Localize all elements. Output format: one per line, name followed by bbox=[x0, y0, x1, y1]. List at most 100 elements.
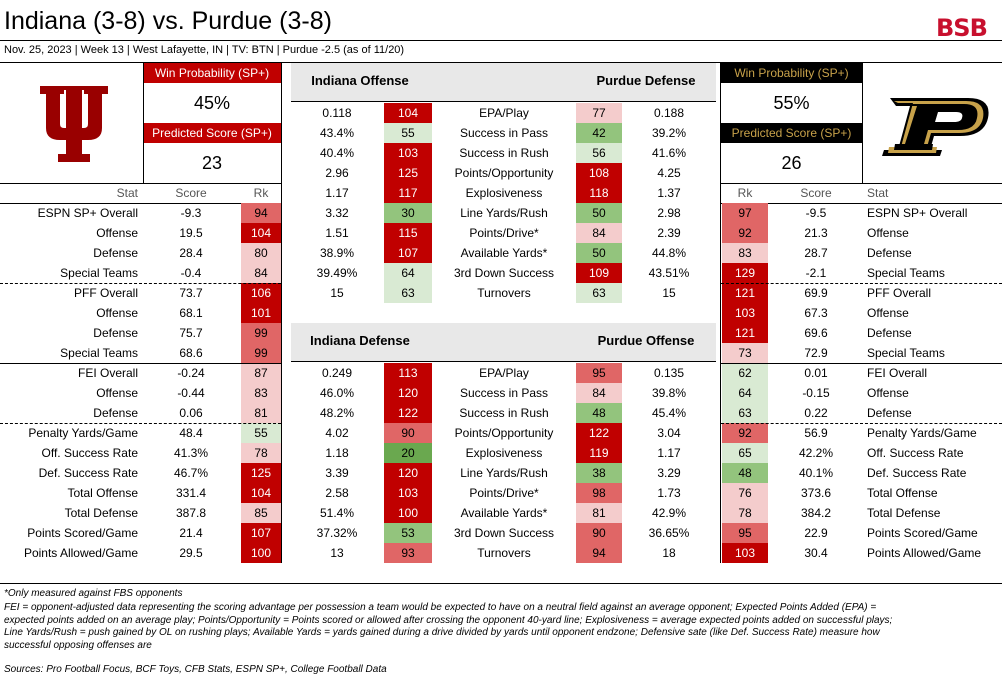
footnote-line: successful opposing offenses are bbox=[4, 639, 152, 651]
matchup2-left-rank: 120 bbox=[384, 383, 432, 403]
left-stat-label: PFF Overall bbox=[73, 286, 138, 300]
right-stat-score: -9.5 bbox=[805, 206, 827, 220]
right-stat-score: 67.3 bbox=[804, 306, 828, 320]
matchup1-left-rank: 125 bbox=[384, 163, 432, 183]
matchup2-left-rank: 93 bbox=[384, 543, 432, 563]
matchup2-header-bg bbox=[429, 323, 576, 359]
right-stat-rank: 121 bbox=[722, 323, 768, 343]
left-stat-label: Offense bbox=[96, 386, 138, 400]
fbs-footnote: *Only measured against FBS opponents bbox=[4, 588, 183, 599]
right-stat-label: Points Scored/Game bbox=[867, 526, 978, 540]
matchup2-left-value: 4.02 bbox=[325, 426, 349, 440]
matchup2-left-value: 0.249 bbox=[321, 366, 353, 380]
right-stat-label: Defense bbox=[867, 406, 912, 420]
matchup2-left-rank: 103 bbox=[384, 483, 432, 503]
right-header-bottom bbox=[721, 203, 1002, 204]
indiana-trident-icon bbox=[40, 86, 108, 162]
left-stat-rank: 99 bbox=[241, 323, 281, 343]
matchup1-right-rank: 109 bbox=[576, 263, 622, 283]
left-stat-rank: 85 bbox=[241, 503, 281, 523]
matchup2-right-rank: 98 bbox=[576, 483, 622, 503]
left-stat-score: 331.4 bbox=[175, 486, 207, 500]
matchup1-right-rank: 56 bbox=[576, 143, 622, 163]
matchup1-left-value: 0.118 bbox=[322, 106, 352, 120]
right-stat-score: 0.22 bbox=[804, 406, 828, 420]
top-rule bbox=[0, 40, 1002, 41]
matchup1-right-value: 44.8% bbox=[651, 246, 687, 260]
left-stat-rank: 87 bbox=[241, 363, 281, 383]
left-stat-label: Def. Success Rate bbox=[38, 466, 138, 480]
left-stat-rank: 83 bbox=[241, 383, 281, 403]
matchup2-right-rank: 84 bbox=[576, 383, 622, 403]
matchup2-stat-label: Success in Pass bbox=[459, 386, 549, 400]
matchup1-left-value: 43.4% bbox=[319, 126, 355, 140]
left-stat-label: Defense bbox=[93, 326, 138, 340]
right-stat-rank: 129 bbox=[722, 263, 768, 283]
matchup1-left-rank: 55 bbox=[384, 123, 432, 143]
matchup2-right-rank: 81 bbox=[576, 503, 622, 523]
matchup2-right-rank: 38 bbox=[576, 463, 622, 483]
matchup1-right-rank: 108 bbox=[576, 163, 622, 183]
matchup2-left-value: 46.0% bbox=[319, 386, 355, 400]
right-stat-label: Def. Success Rate bbox=[867, 466, 967, 480]
left-header-score: Score bbox=[175, 186, 207, 200]
matchup2-right-value: 36.65% bbox=[648, 526, 690, 540]
left-stat-label: Defense bbox=[93, 246, 138, 260]
left-stat-rank: 107 bbox=[241, 523, 281, 543]
left-stat-label: Offense bbox=[96, 306, 138, 320]
matchup2-right-rank: 48 bbox=[576, 403, 622, 423]
right-stat-label: Offense bbox=[867, 386, 909, 400]
right-stat-label: Offense bbox=[867, 226, 909, 240]
left-stat-rank: 106 bbox=[241, 283, 281, 303]
matchup2-right-value: 3.29 bbox=[657, 466, 681, 480]
right-stat-label: Off. Success Rate bbox=[867, 446, 964, 460]
right-stat-score: -2.1 bbox=[805, 266, 827, 280]
left-stat-rank: 99 bbox=[241, 343, 281, 363]
bsb-logo-text: BSB bbox=[936, 14, 988, 42]
left-group-separator bbox=[0, 283, 281, 284]
matchup2-left-title: Indiana Defense bbox=[291, 323, 429, 359]
matchup2-right-value: 1.73 bbox=[657, 486, 681, 500]
matchup1-left-rank: 63 bbox=[384, 283, 432, 303]
right-stat-label: Special Teams bbox=[867, 266, 945, 280]
matchup1-left-value: 38.9% bbox=[319, 246, 355, 260]
matchup1-right-rank: 50 bbox=[576, 203, 622, 223]
matchup1-stat-label: Points/Drive* bbox=[469, 226, 539, 240]
left-stat-rank: 101 bbox=[241, 303, 281, 323]
matchup2-right-value: 45.4% bbox=[651, 406, 687, 420]
right-stat-label: Total Offense bbox=[867, 486, 938, 500]
matchup1-left-value: 3.32 bbox=[325, 206, 349, 220]
right-stat-rank: 48 bbox=[722, 463, 768, 483]
left-group-separator bbox=[0, 423, 281, 424]
matchup2-left-value: 2.58 bbox=[325, 486, 349, 500]
right-stat-rank: 95 bbox=[722, 523, 768, 543]
left-stat-label: Penalty Yards/Game bbox=[28, 426, 138, 440]
left-win-prob-label: Win Probability (SP+) bbox=[143, 63, 281, 83]
matchup1-left-value: 1.51 bbox=[325, 226, 349, 240]
matchup1-right-value: 39.2% bbox=[651, 126, 687, 140]
matchup1-left-rank: 103 bbox=[384, 143, 432, 163]
right-stat-rank: 65 bbox=[722, 443, 768, 463]
right-stat-label: Penalty Yards/Game bbox=[867, 426, 977, 440]
right-stat-rank: 63 bbox=[722, 403, 768, 423]
right-pred-label: Predicted Score (SP+) bbox=[721, 123, 862, 143]
right-stat-label: Special Teams bbox=[867, 346, 945, 360]
left-stat-score: 21.4 bbox=[179, 526, 203, 540]
matchup2-stat-label: 3rd Down Success bbox=[453, 526, 555, 540]
left-stat-score: 68.6 bbox=[179, 346, 203, 360]
matchup1-right-value: 1.37 bbox=[657, 186, 681, 200]
left-stat-label: Points Scored/Game bbox=[27, 526, 138, 540]
right-stat-label: ESPN SP+ Overall bbox=[867, 206, 968, 220]
matchup1-right-rank: 42 bbox=[576, 123, 622, 143]
left-stat-score: 28.4 bbox=[179, 246, 203, 260]
left-stat-label: Points Allowed/Game bbox=[23, 546, 138, 560]
left-stat-rank: 55 bbox=[241, 423, 281, 443]
left-stat-label: Total Defense bbox=[64, 506, 138, 520]
matchup2-left-rank: 20 bbox=[384, 443, 432, 463]
matchup1-right-value: 43.51% bbox=[648, 266, 690, 280]
matchup1-header-rule bbox=[291, 101, 716, 102]
right-stat-score: 72.9 bbox=[804, 346, 828, 360]
matchup1-stat-label: EPA/Play bbox=[479, 106, 529, 120]
right-stat-score: 30.4 bbox=[804, 546, 828, 560]
matchup2-left-rank: 53 bbox=[384, 523, 432, 543]
